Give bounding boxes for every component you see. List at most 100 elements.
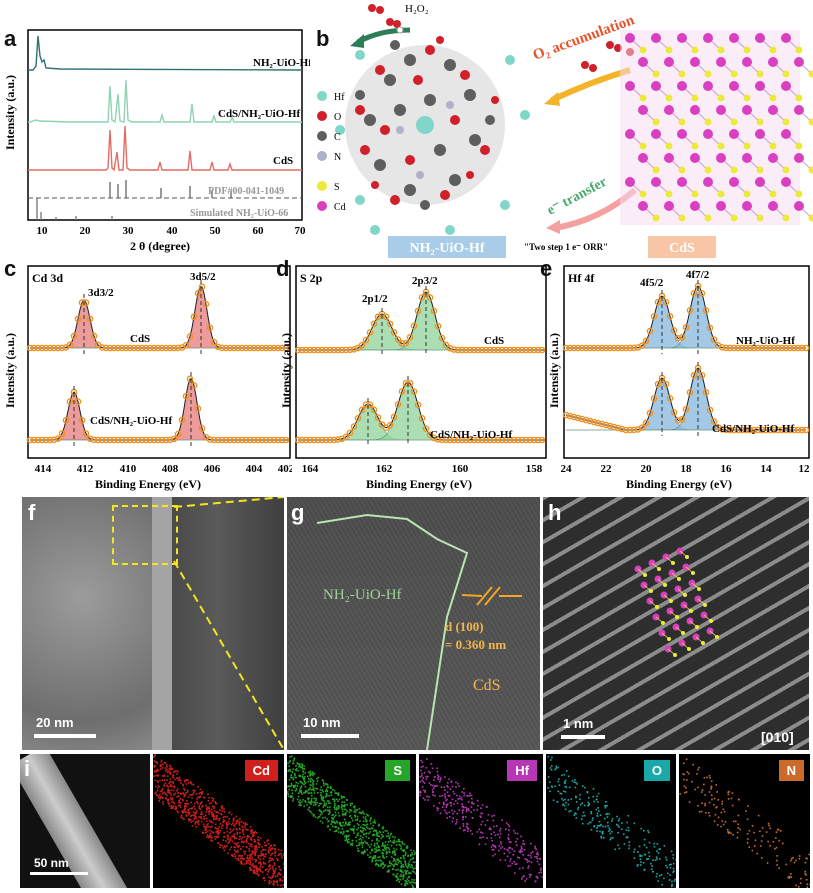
svg-text:18: 18: [681, 463, 693, 475]
panel-f-scale: 20 nm: [36, 715, 74, 730]
svg-text:14: 14: [761, 463, 773, 475]
mof-label: NH₂-UiO-Hf: [410, 241, 485, 256]
label-cds-nh2: CdS/NH₂-UiO-Hf: [218, 108, 300, 120]
svg-text:412: 412: [77, 463, 94, 475]
eds-map-hf: Hf: [419, 754, 543, 888]
panel-d-xps-chart: S 2p Intensity (a.u.) 2p1/2 2p3/2 CdS Cd…: [279, 265, 547, 491]
svg-text:20: 20: [641, 463, 653, 475]
panel-b-legend: Hf O C N S Cd: [317, 91, 346, 213]
svg-text:50: 50: [210, 225, 222, 237]
eds-map-o: O: [546, 754, 676, 888]
panel-e-peak2: 4f7/2: [686, 269, 710, 281]
panel-c-xps-chart: Cd 3d Intensity (a.u.) 3d3/2 3d5/2 CdS C…: [3, 265, 292, 491]
xrd-simulated-sticks: [36, 198, 113, 220]
svg-text:10: 10: [37, 225, 49, 237]
svg-text:162: 162: [376, 463, 393, 475]
panel-e-ylabel: Intensity (a.u.): [547, 333, 561, 408]
svg-text:70: 70: [295, 225, 307, 237]
panel-g-mof-label: NH₂-UiO-Hf: [323, 587, 402, 603]
panel-h-haadf-image: 1 nm [010]: [543, 497, 809, 750]
panel-e-xps-chart: Hf 4f Intensity (a.u.) 4f5/2 4f7/2 NH₂-U…: [547, 265, 811, 491]
panel-label-g: g: [291, 500, 305, 525]
panel-label-i: i: [24, 756, 31, 781]
panel-label-c: c: [4, 256, 17, 281]
panel-a-frame: [27, 29, 303, 221]
svg-text:408: 408: [162, 463, 179, 475]
panel-d-bottom: CdS/NH₂-UiO-Hf: [430, 429, 512, 441]
svg-text:S: S: [334, 182, 340, 193]
panel-e-bottom: CdS/NH₂-UiO-Hf: [712, 423, 794, 435]
eds-label-s: S: [385, 760, 410, 781]
svg-text:404: 404: [246, 463, 263, 475]
panel-g-scale: 10 nm: [303, 715, 341, 730]
mof-cluster: [335, 36, 530, 235]
svg-text:40: 40: [167, 225, 179, 237]
eds-label-n: N: [778, 760, 804, 781]
panel-label-h: h: [548, 500, 562, 525]
svg-text:C: C: [334, 132, 341, 143]
svg-text:414: 414: [35, 463, 52, 475]
label-simulated: Simulated NH₂-UiO-66: [190, 208, 288, 219]
svg-text:30: 30: [123, 225, 135, 237]
svg-text:158: 158: [526, 463, 543, 475]
svg-text:16: 16: [721, 463, 733, 475]
svg-text:O: O: [334, 112, 341, 123]
cds-lattice: [620, 30, 813, 225]
panel-e-top: NH₂-UiO-Hf: [736, 335, 795, 347]
eds-label-hf: Hf: [507, 760, 537, 781]
cds-label-box: [648, 236, 716, 258]
svg-text:402: 402: [278, 463, 292, 475]
h2o2-label: H₂O₂: [405, 3, 429, 15]
panel-g-cds: CdS: [473, 677, 501, 694]
eds-map-s: S: [287, 754, 416, 888]
panel-d-peak2: 2p3/2: [412, 275, 438, 287]
panel-i-haadf: 50 nm: [20, 754, 150, 888]
panel-c-bottom: CdS/NH₂-UiO-Hf: [90, 415, 172, 427]
panel-label-e: e: [540, 256, 553, 281]
label-cds: CdS: [273, 155, 293, 167]
eds-map-n: N: [679, 754, 810, 888]
svg-text:406: 406: [204, 463, 221, 475]
eds-label-cd: Cd: [244, 760, 278, 781]
svg-text:N: N: [334, 152, 341, 163]
panel-f-tem-image: 20 nm: [22, 497, 284, 750]
svg-text:20: 20: [80, 225, 92, 237]
mof-label-box: [388, 236, 506, 258]
panel-g-dvalue: = 0.360 nm: [445, 637, 507, 652]
eds-label-o: O: [643, 760, 670, 781]
panel-e-peak1: 4f5/2: [640, 277, 664, 289]
panel-d-peak1: 2p1/2: [362, 293, 388, 305]
panel-e-title: Hf 4f: [568, 271, 595, 285]
xrd-nh2-uio-hf-line: [28, 35, 303, 71]
xrd-cds-nh2-line: [28, 79, 302, 124]
svg-text:Cd: Cd: [334, 202, 346, 213]
panel-a-xlabel: 2 θ (degree): [130, 239, 190, 253]
panel-a-xrd-chart: Intensity (a.u.) NH₂-UiO-Hf CdS/NH₂-UiO-…: [3, 29, 310, 253]
panel-d-title: S 2p: [300, 271, 323, 285]
panel-d-xlabel: Binding Energy (eV): [366, 477, 472, 491]
panel-label-d: d: [276, 256, 290, 281]
svg-text:12: 12: [799, 463, 811, 475]
panel-h-zone: [010]: [761, 729, 794, 745]
panel-d-top: CdS: [484, 335, 504, 347]
panel-a-ylabel: Intensity (a.u.): [3, 75, 17, 150]
panel-label-f: f: [28, 500, 36, 525]
svg-text:22: 22: [601, 463, 613, 475]
panel-a-xticks: 10 20 30 40 50 60 70: [37, 225, 307, 237]
panel-g-d100: d (100): [445, 619, 484, 634]
panel-c-xlabel: Binding Energy (eV): [95, 477, 201, 491]
svg-text:24: 24: [561, 463, 573, 475]
panel-c-ylabel: Intensity (a.u.): [3, 333, 17, 408]
panel-e-xlabel: Binding Energy (eV): [626, 477, 732, 491]
xrd-cds-line: [28, 125, 302, 172]
svg-text:164: 164: [302, 463, 319, 475]
svg-text:160: 160: [452, 463, 469, 475]
panel-b-schematic: H₂O₂ O₂ accumulation e⁻ transfer Hf O C …: [317, 3, 813, 258]
panel-h-scale: 1 nm: [563, 716, 594, 731]
two-step-label: "Two step 1 e⁻ ORR": [524, 242, 608, 252]
panel-c-peak2: 3d5/2: [190, 271, 216, 283]
svg-text:60: 60: [253, 225, 265, 237]
zoom-box: [112, 505, 178, 565]
panel-c-peak1: 3d3/2: [88, 287, 114, 299]
svg-text:Hf: Hf: [334, 92, 345, 103]
